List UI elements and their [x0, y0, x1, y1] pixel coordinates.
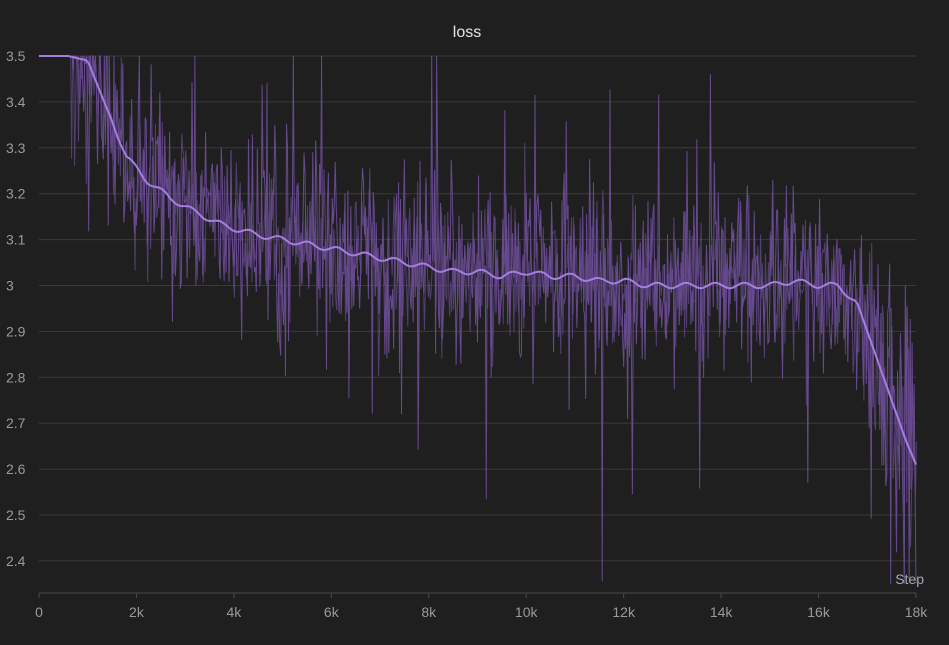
smoothed-series [39, 55, 917, 465]
y-tick-label: 2.4 [6, 553, 26, 569]
x-tick-label: 2k [129, 604, 145, 620]
x-axis-label: Step [895, 571, 924, 587]
axes [38, 592, 917, 598]
x-tick-label: 6k [324, 604, 340, 620]
x-tick-label: 14k [710, 604, 734, 620]
y-tick-label: 2.6 [6, 461, 26, 477]
x-tick-label: 4k [226, 604, 242, 620]
x-tick-label: 12k [612, 604, 636, 620]
y-tick-label: 3.1 [6, 232, 26, 248]
raw-loss-line-overlay [39, 55, 917, 548]
x-tick-label: 0 [35, 604, 43, 620]
y-tick-label: 3.3 [6, 140, 26, 156]
raw-series [39, 55, 917, 584]
smoothed-loss-line [39, 55, 917, 465]
y-tick-label: 3.5 [6, 48, 26, 64]
y-tick-label: 2.9 [6, 323, 26, 339]
y-tick-label: 3.2 [6, 186, 26, 202]
x-tick-label: 16k [807, 604, 831, 620]
raw-loss-line [39, 55, 917, 584]
x-tick-label: 18k [905, 604, 929, 620]
x-tick-label: 10k [515, 604, 539, 620]
y-tick-label: 2.8 [6, 369, 26, 385]
y-tick-label: 2.7 [6, 415, 26, 431]
x-tick-label: 8k [421, 604, 437, 620]
y-tick-label: 3 [6, 277, 14, 293]
tick-labels: 2.4 2.5 2.6 2.7 2.8 2.9 3 3.1 3.2 3.3 3.4 3.5 0 2k 4k 6… [6, 48, 928, 620]
y-tick-label: 2.5 [6, 507, 26, 523]
chart-title: loss [453, 24, 481, 41]
y-tick-label: 3.4 [6, 94, 26, 110]
